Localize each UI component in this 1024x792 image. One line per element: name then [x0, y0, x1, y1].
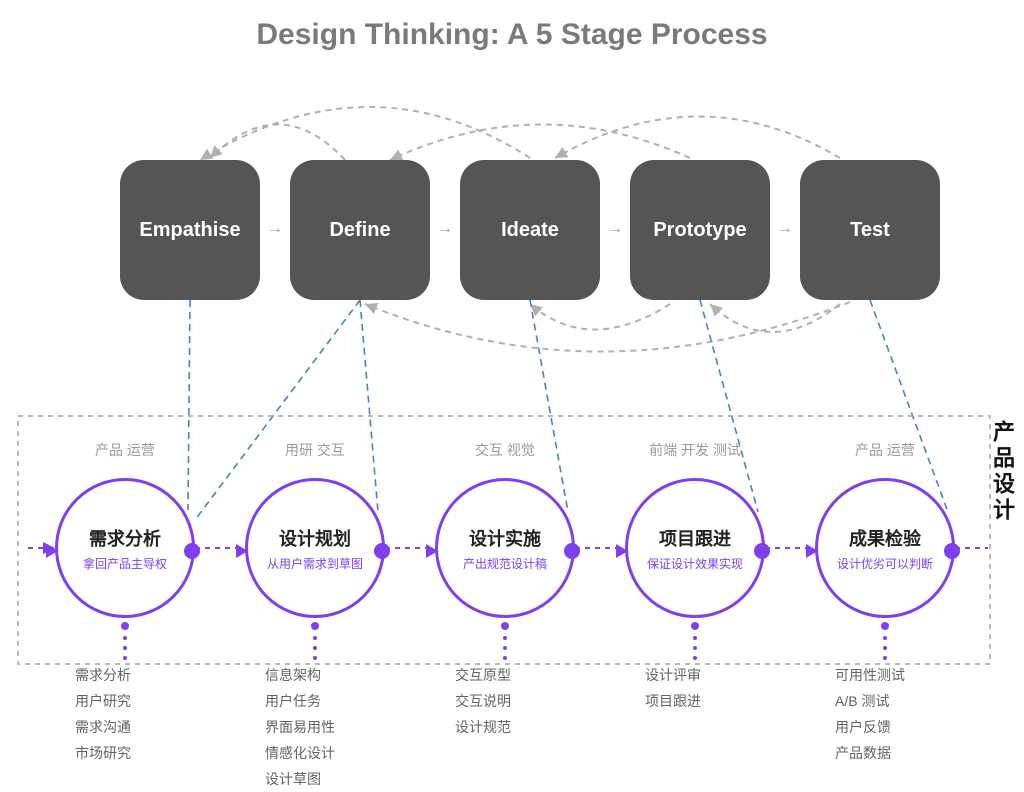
stage-box-define: Define [290, 160, 430, 300]
circle-subtitle: 拿回产品主导权 [83, 555, 167, 572]
circle-tags: 前端 开发 测试 [625, 440, 765, 460]
stage-box-test: Test [800, 160, 940, 300]
down-dots [311, 622, 319, 660]
stage-box-ideate: Ideate [460, 160, 600, 300]
circle-subtitle: 产出规范设计稿 [463, 555, 547, 572]
circle-item: A/B 测试 [835, 688, 905, 714]
circle-item: 产品数据 [835, 740, 905, 766]
circle-tags: 用研 交互 [245, 440, 385, 460]
circle-items: 交互原型交互说明设计规范 [455, 662, 511, 740]
circle-items: 设计评审项目跟进 [645, 662, 701, 714]
page-title: Design Thinking: A 5 Stage Process [0, 18, 1024, 52]
circle-item: 用户反馈 [835, 714, 905, 740]
down-dots [501, 622, 509, 660]
circle-arrow-in-icon [46, 544, 58, 558]
circle-items: 需求分析用户研究需求沟通市场研究 [75, 662, 131, 766]
circle-item: 设计评审 [645, 662, 701, 688]
circle-items: 信息架构用户任务界面易用性情感化设计设计草图 [265, 662, 335, 792]
circle-item: 项目跟进 [645, 688, 701, 714]
arrow-right-icon: → [607, 220, 623, 238]
circle-connector-dot [564, 543, 580, 559]
circle-item: 交互说明 [455, 688, 511, 714]
circle-item: 用户研究 [75, 688, 131, 714]
stage-box-empathise: Empathise [120, 160, 260, 300]
circle-3: 设计实施产出规范设计稿 [435, 478, 575, 618]
circle-item: 需求分析 [75, 662, 131, 688]
circle-tags: 交互 视觉 [435, 440, 575, 460]
circle-title: 设计实施 [469, 525, 541, 551]
circle-connector-dot [944, 543, 960, 559]
circle-item: 设计规范 [455, 714, 511, 740]
circle-item: 情感化设计 [265, 740, 335, 766]
circle-item: 信息架构 [265, 662, 335, 688]
circle-arrow-in-icon [426, 544, 438, 558]
arrow-right-icon: → [267, 220, 283, 238]
circle-2: 设计规划从用户需求到草图 [245, 478, 385, 618]
down-dots [881, 622, 889, 660]
circle-4: 项目跟进保证设计效果实现 [625, 478, 765, 618]
circle-subtitle: 从用户需求到草图 [267, 555, 363, 572]
circle-5: 成果检验设计优劣可以判断 [815, 478, 955, 618]
circle-title: 成果检验 [849, 525, 921, 551]
circle-title: 项目跟进 [659, 525, 731, 551]
circle-item: 交互原型 [455, 662, 511, 688]
circle-title: 需求分析 [89, 525, 161, 551]
circle-item: 设计草图 [265, 766, 335, 792]
circle-item: 用户任务 [265, 688, 335, 714]
side-label: 产品设计 [986, 420, 1018, 524]
stage-label: Define [329, 219, 390, 242]
circle-connector-dot [374, 543, 390, 559]
down-dots [691, 622, 699, 660]
stage-box-prototype: Prototype [630, 160, 770, 300]
stage-label: Ideate [501, 219, 559, 242]
circle-subtitle: 设计优劣可以判断 [837, 555, 933, 572]
circle-1: 需求分析拿回产品主导权 [55, 478, 195, 618]
circle-item: 市场研究 [75, 740, 131, 766]
arrow-right-icon: → [777, 220, 793, 238]
circle-item: 界面易用性 [265, 714, 335, 740]
stage-label: Test [850, 219, 890, 242]
stage-label: Empathise [139, 219, 240, 242]
arrow-right-icon: → [437, 220, 453, 238]
circle-item: 可用性测试 [835, 662, 905, 688]
circle-arrow-in-icon [236, 544, 248, 558]
circle-arrow-in-icon [616, 544, 628, 558]
stage-label: Prototype [653, 219, 746, 242]
circle-connector-dot [754, 543, 770, 559]
circle-item: 需求沟通 [75, 714, 131, 740]
circle-tags: 产品 运营 [815, 440, 955, 460]
circle-subtitle: 保证设计效果实现 [647, 555, 743, 572]
circle-tags: 产品 运营 [55, 440, 195, 460]
circle-arrow-in-icon [806, 544, 818, 558]
down-dots [121, 622, 129, 660]
circle-connector-dot [184, 543, 200, 559]
circle-items: 可用性测试A/B 测试用户反馈产品数据 [835, 662, 905, 766]
circle-title: 设计规划 [279, 525, 351, 551]
